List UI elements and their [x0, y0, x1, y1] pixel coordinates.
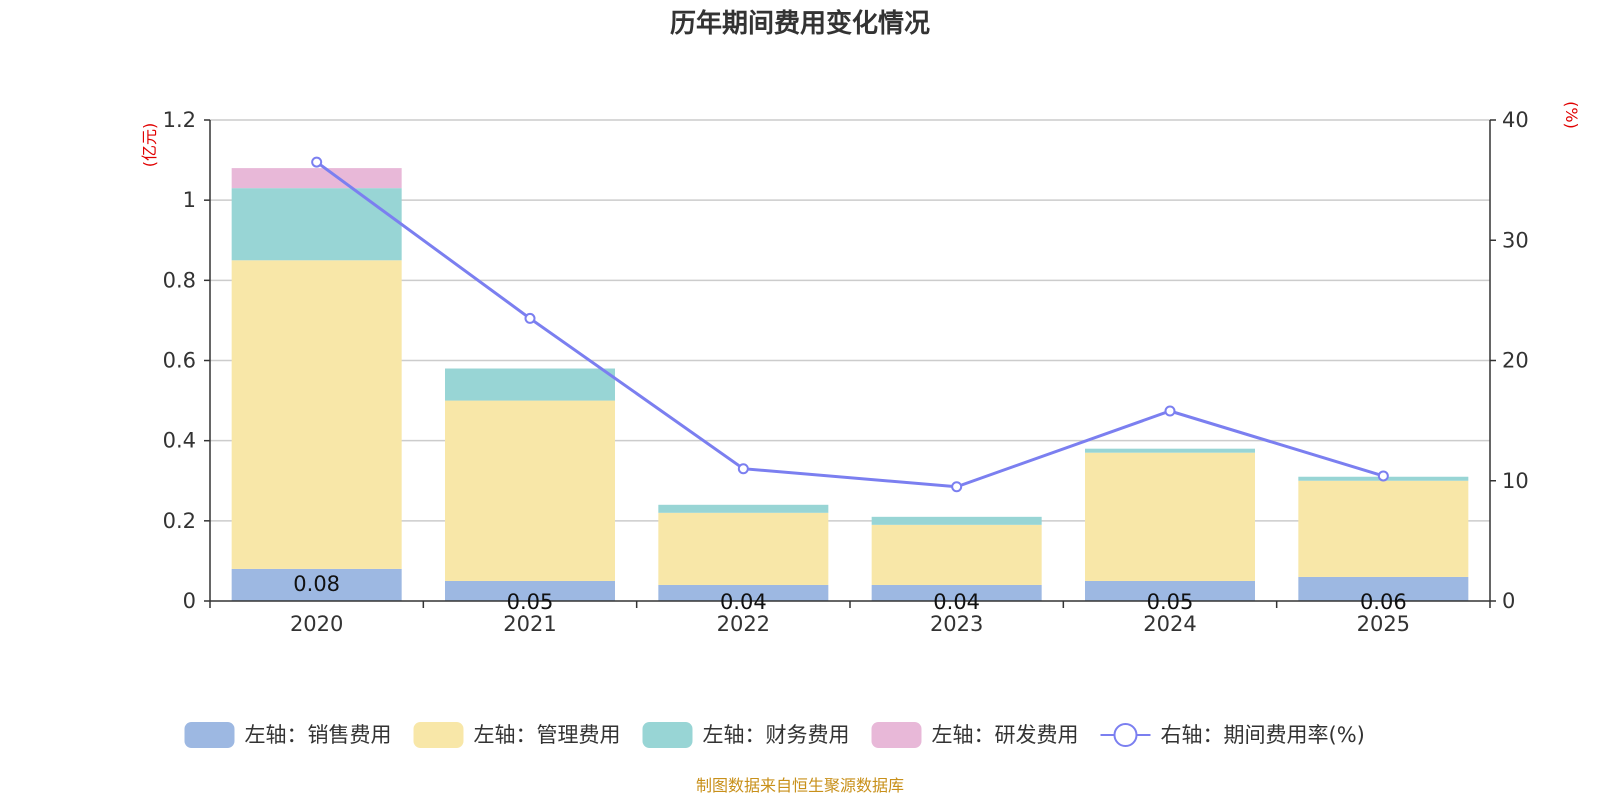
bar-segment [871, 584, 1042, 601]
bar-segment [231, 188, 402, 261]
axes: 0 0.2 0.4 0.6 0.8 1 1.2 0 10 20 30 40 2020 2021 2022 20… [163, 108, 1529, 636]
bar-segment [445, 368, 615, 401]
right-tick-label: 40 [1502, 108, 1529, 132]
rate-point [311, 156, 323, 168]
rate-point [1164, 405, 1176, 417]
bar-segment [871, 516, 1042, 525]
legend-item: 左轴：销售费用 [184, 722, 392, 748]
right-tick-label: 30 [1502, 228, 1529, 252]
left-tick-label: 1 [183, 188, 196, 212]
data-label: 0.05 [1147, 590, 1194, 614]
chart-title: 历年期间费用变化情况 [670, 8, 930, 39]
legend-swatch [871, 722, 922, 748]
legend: 左轴：销售费用 左轴：管理费用 左轴：财务费用 左轴：研发费用 右轴：期间费用率(%) [184, 722, 1365, 748]
left-tick-label: 0.8 [163, 268, 196, 292]
right-tick-label: 20 [1502, 349, 1529, 373]
left-axis-unit: (亿元) [140, 123, 159, 168]
bar-segment [658, 504, 829, 513]
data-label: 0.04 [720, 590, 767, 614]
rate-line [311, 156, 1389, 493]
bar-segment [871, 524, 1042, 585]
rate-point [951, 481, 963, 493]
legend-label: 左轴：研发费用 [932, 723, 1079, 747]
legend-label: 左轴：销售费用 [245, 723, 392, 747]
grid [210, 119, 1490, 522]
bar-segment [231, 568, 402, 601]
legend-item: 左轴：财务费用 [642, 722, 850, 748]
x-tick-label: 2023 [930, 612, 983, 636]
bar-segment [1298, 576, 1469, 601]
data-label: 0.06 [1360, 590, 1407, 614]
legend-label: 右轴：期间费用率(%) [1161, 723, 1365, 747]
x-tick-label: 2025 [1357, 612, 1410, 636]
bar-segment [445, 580, 615, 601]
data-label: 0.04 [933, 590, 980, 614]
x-tick-label: 2021 [503, 612, 556, 636]
data-label: 0.08 [293, 572, 340, 596]
bar-segment [1085, 580, 1255, 601]
bar-segment [231, 168, 402, 189]
bars [231, 168, 1469, 601]
legend-item: 右轴：期间费用率(%) [1100, 723, 1365, 747]
rate-point [524, 312, 536, 324]
legend-marker [1113, 723, 1138, 747]
right-axis-unit: (%) [1562, 101, 1581, 129]
legend-label: 左轴：管理费用 [474, 723, 621, 747]
bar-segment [445, 400, 615, 581]
data-label: 0.05 [507, 590, 554, 614]
legend-swatch [413, 722, 464, 748]
bar-segment [658, 584, 829, 601]
bar-segment [1085, 448, 1255, 453]
left-tick-label: 1.2 [163, 108, 196, 132]
rate-point [737, 463, 749, 475]
x-tick-label: 2022 [717, 612, 770, 636]
source-note: 制图数据来自恒生聚源数据库 [696, 776, 904, 795]
legend-label: 左轴：财务费用 [703, 723, 850, 747]
x-tick-label: 2024 [1143, 612, 1196, 636]
bar-segment [231, 260, 402, 569]
rate-point [1377, 470, 1389, 482]
data-labels: 0.08 0.05 0.04 0.04 0.05 0.06 [293, 572, 1406, 614]
legend-item: 左轴：管理费用 [413, 722, 621, 748]
legend-swatch [184, 722, 235, 748]
legend-item: 左轴：研发费用 [871, 722, 1079, 748]
left-tick-label: 0.6 [163, 349, 196, 373]
left-tick-label: 0 [183, 589, 196, 613]
left-tick-label: 0.2 [163, 509, 196, 533]
x-tick-label: 2020 [290, 612, 343, 636]
bar-segment [658, 512, 829, 585]
bar-segment [1298, 480, 1469, 577]
rate-line-path [315, 160, 1384, 489]
legend-swatch [642, 722, 693, 748]
right-tick-label: 10 [1502, 469, 1529, 493]
left-tick-label: 0.4 [163, 429, 196, 453]
bar-segment [1085, 452, 1255, 581]
right-tick-label: 0 [1502, 589, 1515, 613]
